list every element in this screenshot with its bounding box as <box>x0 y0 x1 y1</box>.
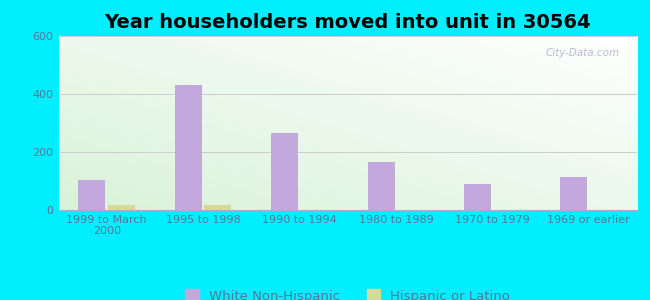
Bar <box>108 205 135 210</box>
Bar <box>271 133 298 210</box>
Legend: White Non-Hispanic, Hispanic or Latino: White Non-Hispanic, Hispanic or Latino <box>180 284 515 300</box>
Bar <box>560 177 588 210</box>
Bar <box>464 184 491 210</box>
Text: City-Data.com: City-Data.com <box>545 48 619 58</box>
Bar <box>79 179 105 210</box>
Bar <box>205 205 231 210</box>
Bar <box>368 162 395 210</box>
Title: Year householders moved into unit in 30564: Year householders moved into unit in 305… <box>105 13 591 32</box>
Bar <box>175 85 202 210</box>
